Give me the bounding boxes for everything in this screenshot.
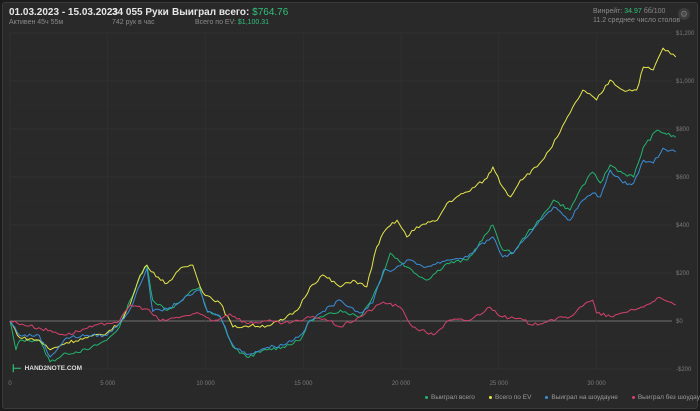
- legend-label: Выиграл на шоудауне: [551, 394, 618, 401]
- x-tick-label: 5 000: [100, 381, 116, 387]
- winrate-unit: бб/100: [643, 8, 666, 15]
- legend-dot-icon: [631, 395, 635, 399]
- legend-label: Выиграл без шоудауна: [637, 394, 700, 401]
- legend-dot-icon: [488, 395, 492, 399]
- y-tick-label: $1,000: [676, 79, 695, 85]
- logo-text: HAND2NOTE.COM: [24, 365, 83, 373]
- y-tick-label: -$200: [676, 367, 692, 373]
- y-tick-label: $1,200: [676, 31, 695, 37]
- won-label: Выиграл всего:: [172, 7, 250, 18]
- won-total: Выиграл всего: $764.76: [172, 7, 288, 18]
- y-tick-label: $200: [676, 271, 690, 277]
- x-tick-label: 30 000: [587, 381, 606, 387]
- legend-label: Всего по EV: [494, 394, 532, 401]
- x-tick-label: 25 000: [490, 381, 509, 387]
- legend-item[interactable]: Выиграл на шоудауне: [545, 394, 618, 401]
- x-tick-label: 10 000: [196, 381, 215, 387]
- date-range: 01.03.2023 - 15.03.2023: [9, 7, 118, 18]
- x-tick-label: 20 000: [392, 381, 411, 387]
- x-tick-label: 15 000: [294, 381, 313, 387]
- y-tick-label: $0: [676, 319, 683, 325]
- series-line-3: [9, 296, 676, 336]
- legend-dot-icon: [425, 395, 428, 399]
- gear-icon[interactable]: ⚙: [678, 8, 690, 20]
- legend-item[interactable]: Выиграл без шоудауна: [631, 394, 700, 401]
- x-tick-label: 0: [8, 381, 12, 387]
- winrate-label: Винрейт:: [593, 8, 623, 15]
- winrate-value: 34.97: [624, 8, 642, 15]
- avg-tables: 11.2 среднее число столов: [593, 17, 681, 24]
- active-time: Активен 45ч 55м: [9, 19, 64, 26]
- legend-label: Выиграл всего: [431, 394, 475, 401]
- logo-icon: ⊢: [12, 363, 22, 375]
- ev-label: Всего по EV:: [195, 19, 236, 26]
- won-value: $764.76: [252, 7, 289, 18]
- legend-item[interactable]: Выиграл всего: [425, 394, 475, 401]
- series-line-0: [9, 129, 677, 363]
- winrate: Винрейт: 34.97 бб/100: [593, 8, 665, 15]
- y-tick-label: $800: [676, 127, 690, 133]
- legend-item[interactable]: Всего по EV: [488, 394, 532, 401]
- ev-value: $1,100.31: [237, 19, 270, 26]
- series-line-2: [9, 147, 677, 358]
- y-tick-label: $600: [676, 175, 690, 181]
- y-tick-label: $400: [676, 223, 690, 229]
- ev-total: Всего по EV: $1,100.31: [195, 19, 269, 26]
- legend: Выиграл всего Всего по EV Выиграл на шоуда…: [425, 394, 700, 401]
- hands-per-hour: 742 рук в час: [112, 19, 155, 26]
- logo: ⊢ HAND2NOTE.COM: [12, 362, 82, 375]
- hands-count: 34 055 Руки: [112, 7, 169, 18]
- legend-dot-icon: [545, 395, 549, 399]
